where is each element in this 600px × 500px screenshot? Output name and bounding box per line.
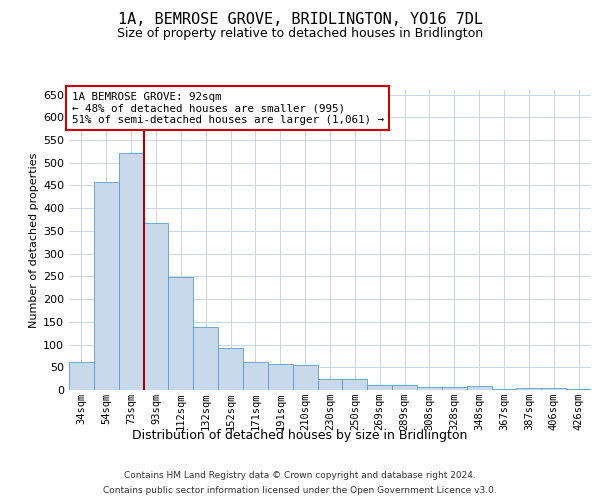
Text: 1A, BEMROSE GROVE, BRIDLINGTON, YO16 7DL: 1A, BEMROSE GROVE, BRIDLINGTON, YO16 7DL	[118, 12, 482, 28]
Bar	[343, 378, 367, 390]
Text: Contains public sector information licensed under the Open Government Licence v3: Contains public sector information licen…	[103, 486, 497, 495]
Text: Contains HM Land Registry data © Crown copyright and database right 2024.: Contains HM Land Registry data © Crown c…	[124, 471, 476, 480]
Bar	[491, 388, 517, 390]
Bar	[442, 387, 467, 390]
Text: Distribution of detached houses by size in Bridlington: Distribution of detached houses by size …	[133, 428, 467, 442]
Bar	[417, 388, 442, 390]
Bar	[566, 388, 591, 390]
Y-axis label: Number of detached properties: Number of detached properties	[29, 152, 39, 328]
Bar	[218, 348, 243, 390]
Text: Size of property relative to detached houses in Bridlington: Size of property relative to detached ho…	[117, 28, 483, 40]
Bar	[268, 364, 293, 390]
Bar	[392, 384, 417, 390]
Bar	[94, 182, 119, 390]
Bar	[317, 378, 343, 390]
Bar	[367, 386, 392, 390]
Bar	[467, 386, 491, 390]
Bar	[119, 152, 143, 390]
Bar	[69, 362, 94, 390]
Bar	[293, 366, 317, 390]
Bar	[541, 388, 566, 390]
Bar	[243, 362, 268, 390]
Bar	[143, 222, 169, 390]
Bar	[193, 327, 218, 390]
Bar	[517, 388, 541, 390]
Bar	[169, 278, 193, 390]
Text: 1A BEMROSE GROVE: 92sqm
← 48% of detached houses are smaller (995)
51% of semi-d: 1A BEMROSE GROVE: 92sqm ← 48% of detache…	[71, 92, 383, 124]
